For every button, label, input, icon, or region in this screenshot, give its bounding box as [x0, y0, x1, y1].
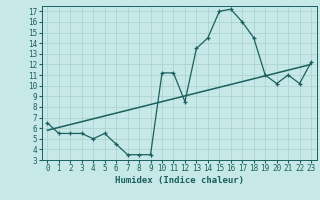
X-axis label: Humidex (Indice chaleur): Humidex (Indice chaleur)	[115, 176, 244, 185]
